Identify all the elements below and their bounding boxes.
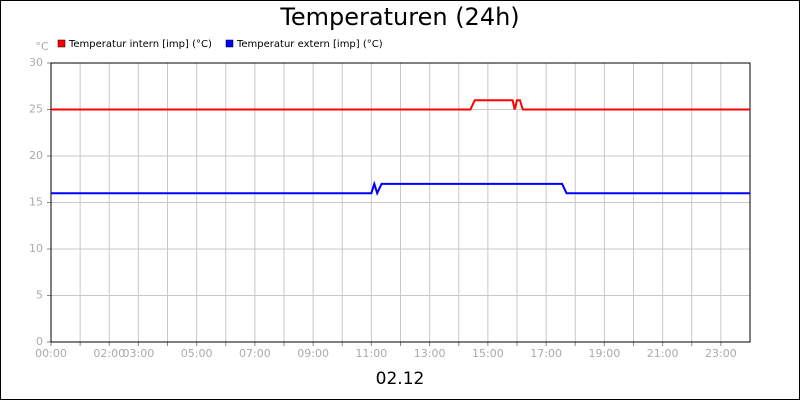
line [51, 180, 750, 196]
y-axis-label: °C [35, 40, 49, 53]
legend-label: Temperatur intern [imp] (°C) [68, 39, 212, 50]
y-tick-label: 5 [36, 289, 43, 302]
y-tick-label: 20 [29, 149, 43, 162]
line [51, 99, 750, 111]
x-tick-label: 02:00 [93, 347, 125, 360]
legend-swatch [225, 39, 234, 48]
y-tick-label: 30 [29, 56, 43, 69]
x-tick-label: 05:00 [181, 347, 213, 360]
chart-title: Temperaturen (24h) [279, 3, 519, 31]
y-tick-label: 0 [36, 335, 43, 348]
legend-label: Temperatur extern [imp] (°C) [236, 39, 383, 50]
legend-swatch [57, 39, 66, 48]
x-tick-label: 07:00 [239, 347, 271, 360]
y-tick-label: 25 [29, 103, 43, 116]
x-tick-label: 09:00 [297, 347, 329, 360]
x-tick-label: 19:00 [589, 347, 621, 360]
x-tick-label: 17:00 [530, 347, 562, 360]
x-tick-label: 15:00 [472, 347, 504, 360]
x-tick-label: 00:00 [35, 347, 67, 360]
x-tick-label: 13:00 [414, 347, 446, 360]
x-tick-label: 21:00 [647, 347, 679, 360]
x-tick-label: 23:00 [705, 347, 737, 360]
y-tick-label: 10 [29, 242, 43, 255]
x-tick-label: 03:00 [123, 347, 155, 360]
x-axis-label: 02.12 [376, 369, 425, 389]
plot-area [50, 62, 751, 343]
y-tick-label: 15 [29, 196, 43, 209]
x-tick-label: 11:00 [356, 347, 388, 360]
